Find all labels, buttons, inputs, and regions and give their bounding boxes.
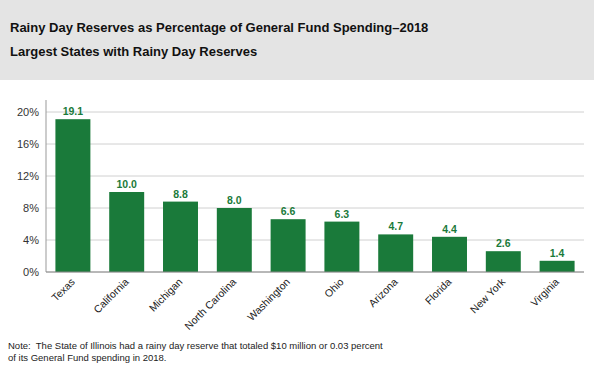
x-axis-line (46, 272, 584, 273)
y-tick-label: 16% (17, 138, 39, 150)
note-line: of its General Fund spending in 2018. (8, 352, 166, 363)
bar (217, 208, 252, 272)
data-label: 4.4 (442, 223, 457, 235)
x-tick-label: Arizona (366, 275, 400, 309)
bar (324, 222, 359, 272)
x-tick-label: New York (467, 275, 507, 315)
bar (271, 219, 306, 272)
x-tick-label: Florida (422, 275, 453, 306)
header-band (0, 0, 594, 80)
x-tick-label: Texas (49, 276, 77, 304)
title: Rainy Day Reserves as Percentage of Gene… (10, 20, 428, 35)
x-tick-label: Michigan (146, 275, 184, 313)
x-tick-label: California (91, 275, 131, 315)
x-tick-label: Ohio (322, 275, 346, 299)
data-label: 4.7 (388, 220, 403, 232)
chart: Rainy Day Reserves as Percentage of Gene… (0, 0, 594, 369)
note: Note: The State of Illinois had a rainy … (8, 340, 383, 363)
subtitle: Largest States with Rainy Day Reserves (10, 44, 257, 59)
y-axis-line (46, 100, 47, 272)
bars (55, 119, 574, 272)
x-tick-label: Virginia (528, 275, 561, 308)
data-label: 8.0 (227, 194, 242, 206)
bar (540, 261, 575, 272)
data-label: 19.1 (63, 105, 84, 117)
y-tick-label: 20% (17, 106, 39, 118)
grid-line (46, 144, 584, 145)
bar (486, 251, 521, 272)
bar (55, 119, 90, 272)
bar (432, 237, 467, 272)
data-label: 8.8 (173, 188, 188, 200)
bar (109, 192, 144, 272)
grid-line (46, 112, 584, 113)
y-tick-label: 8% (23, 202, 39, 214)
y-tick-label: 0% (23, 266, 39, 278)
note-line: Note: The State of Illinois had a rainy … (8, 340, 383, 351)
data-label: 2.6 (496, 237, 511, 249)
y-tick-label: 12% (17, 170, 39, 182)
data-label: 6.6 (281, 205, 296, 217)
data-label: 6.3 (335, 208, 350, 220)
y-tick-label: 4% (23, 234, 39, 246)
x-tick-label: North Carolina (182, 275, 238, 331)
bar (378, 234, 413, 272)
data-label: 1.4 (550, 247, 565, 259)
grid-line (46, 176, 584, 177)
bar (163, 202, 198, 272)
x-tick-label: Washington (245, 275, 293, 323)
grid-line (46, 272, 584, 273)
data-label: 10.0 (116, 178, 137, 190)
